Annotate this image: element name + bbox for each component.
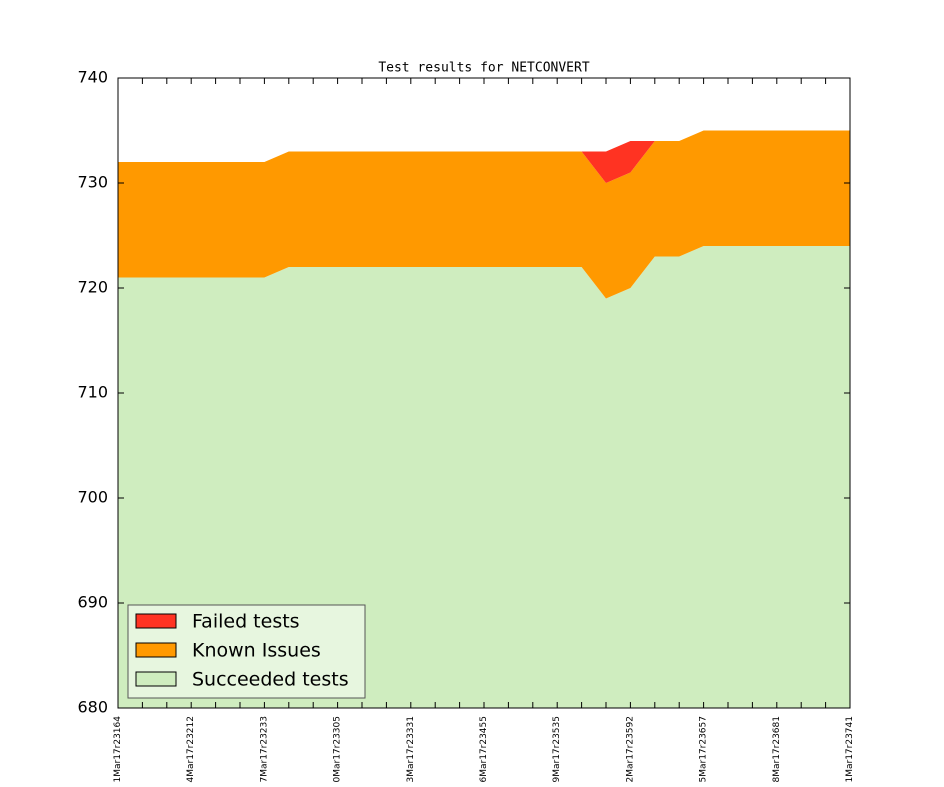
legend: Failed tests Known Issues Succeeded tests: [127, 604, 366, 699]
legend-swatch: [135, 642, 177, 658]
y-tick-label: 710: [77, 383, 108, 402]
legend-swatch: [135, 671, 177, 687]
axes: 680 690 700 710 720 730 740 1Mar17r23164 4Mar17r…: [77, 68, 855, 783]
legend-label: Known Issues: [192, 640, 321, 662]
y-tick-label: 690: [77, 593, 108, 612]
x-tick-label: 9Mar17r23535: [552, 716, 562, 783]
x-tick-label: 3Mar17r23331: [406, 716, 416, 783]
x-tick-label: 2Mar17r23592: [625, 716, 635, 783]
legend-label: Succeeded tests: [192, 669, 349, 691]
y-tick-label: 730: [77, 173, 108, 192]
y-tick-label: 740: [77, 68, 108, 87]
y-tick-label: 700: [77, 488, 108, 507]
area: [118, 246, 850, 708]
area: [118, 130, 850, 299]
legend-swatch: [135, 613, 177, 629]
x-tick-label: 8Mar17r23681: [772, 716, 782, 783]
chart-title: Test results for NETCONVERT: [378, 61, 589, 76]
x-tick-label: 1Mar17r23741: [845, 716, 855, 783]
x-tick-label: 6Mar17r23455: [479, 716, 489, 783]
x-tick-label: 4Mar17r23212: [186, 716, 196, 783]
x-tick-label: 7Mar17r23233: [259, 716, 269, 783]
x-tick-label: 0Mar17r23305: [333, 716, 343, 783]
plot-areas: [118, 130, 850, 708]
x-tick-label: 1Mar17r23164: [113, 716, 123, 783]
legend-label: Failed tests: [192, 611, 300, 633]
y-tick-label: 680: [77, 698, 108, 717]
x-tick-label: 5Mar17r23657: [699, 716, 709, 783]
y-tick-label: 720: [77, 278, 108, 297]
